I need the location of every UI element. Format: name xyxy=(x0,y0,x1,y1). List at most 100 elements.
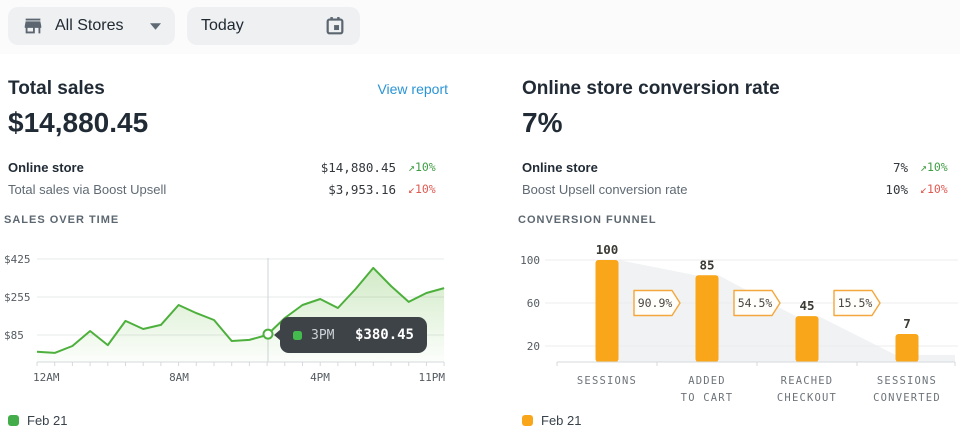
tooltip-value: $380.45 xyxy=(354,327,414,343)
date-filter-button[interactable]: Today xyxy=(187,7,360,45)
y-axis-labels: 100 60 20 xyxy=(520,254,540,353)
metric-row-online-store: Online store $14,880.45 ↗10% xyxy=(4,156,448,178)
hover-point-marker xyxy=(262,328,274,340)
conversion-rate-panel: Online store conversion rate 7% Online s… xyxy=(518,78,960,428)
page-title-total-sales: Total sales xyxy=(8,78,105,99)
svg-text:CHECKOUT: CHECKOUT xyxy=(777,392,837,404)
funnel-bars xyxy=(595,260,919,362)
date-filter-label: Today xyxy=(201,17,244,34)
bar-reached-checkout[interactable] xyxy=(795,316,819,362)
svg-text:11PM: 11PM xyxy=(419,371,446,384)
store-icon xyxy=(22,15,44,37)
metric-row-boost-upsell: Total sales via Boost Upsell $3,953.16 ↙… xyxy=(4,178,448,200)
drop-rate-badge xyxy=(833,289,881,317)
sales-over-time-label: SALES OVER TIME xyxy=(4,214,120,226)
metric-row-online-store: Online store 7% ↗10% xyxy=(518,156,960,178)
tooltip-time: 3PM xyxy=(311,327,335,343)
metric-delta-up: ↗10% xyxy=(908,160,954,174)
total-sales-big-value: $14,880.45 xyxy=(8,107,149,138)
bar-sessions-converted[interactable] xyxy=(895,334,919,362)
conversion-funnel-label: CONVERSION FUNNEL xyxy=(518,214,657,226)
total-sales-panel: Total sales View report $14,880.45 Onlin… xyxy=(4,78,448,428)
y-axis-labels: $425 $255 $85 xyxy=(4,253,31,342)
legend-label: Feb 21 xyxy=(541,413,582,428)
svg-text:4PM: 4PM xyxy=(310,371,330,384)
line-series[interactable] xyxy=(36,266,445,354)
drop-rate-badge xyxy=(633,289,681,317)
bar-value-label: 7 xyxy=(903,316,911,331)
delta-value: 10% xyxy=(414,160,436,174)
bar-sessions[interactable] xyxy=(595,260,619,362)
conversion-big-value: 7% xyxy=(522,107,563,138)
bar-value-label: 100 xyxy=(596,245,619,257)
trend-up-arrow-icon: ↗ xyxy=(920,160,927,174)
svg-text:90.9%: 90.9% xyxy=(638,296,673,310)
category-labels: SESSIONS ADDED TO CART REACHED CHECKOUT … xyxy=(577,375,941,404)
legend-swatch-orange xyxy=(522,415,533,426)
drop-rate-texts: 90.9% 54.5% 15.5% xyxy=(638,296,873,310)
total-sales-header: Total sales View report xyxy=(4,78,448,100)
delta-value: 10% xyxy=(926,182,948,196)
svg-text:$425: $425 xyxy=(4,253,31,266)
bar-value-label: 85 xyxy=(699,257,714,272)
svg-text:$255: $255 xyxy=(4,291,31,304)
svg-text:SESSIONS: SESSIONS xyxy=(877,375,937,387)
svg-text:8AM: 8AM xyxy=(169,371,189,384)
metric-value: $3,953.16 xyxy=(328,181,396,197)
svg-text:100: 100 xyxy=(520,254,540,267)
metric-label: Boost Upsell conversion rate xyxy=(522,181,688,197)
svg-text:SESSIONS: SESSIONS xyxy=(577,375,637,387)
svg-text:54.5%: 54.5% xyxy=(738,296,773,310)
metric-label: Online store xyxy=(522,159,598,175)
conversion-metrics: Online store 7% ↗10% Boost Upsell conver… xyxy=(518,156,960,200)
svg-text:60: 60 xyxy=(527,297,540,310)
metric-delta-down: ↙10% xyxy=(908,182,954,196)
drop-rate-badges xyxy=(633,289,881,317)
trend-down-arrow-icon: ↙ xyxy=(920,182,927,196)
metric-delta-down: ↙10% xyxy=(396,182,442,196)
delta-value: 10% xyxy=(926,160,948,174)
x-axis-ticks xyxy=(556,362,956,366)
chart-tooltip: 3PM $380.45 xyxy=(274,317,427,353)
x-axis-labels: 12AM 8AM 4PM 11PM xyxy=(33,371,445,384)
metric-value: $14,880.45 xyxy=(320,159,396,175)
metric-value: 10% xyxy=(885,181,908,197)
svg-text:REACHED: REACHED xyxy=(781,375,834,387)
sales-line-chart[interactable]: $425 $255 $85 12AM 8AM 4PM 11PM xyxy=(4,245,448,385)
calendar-icon xyxy=(324,15,346,37)
trend-up-arrow-icon: ↗ xyxy=(408,160,415,174)
tooltip-series-swatch xyxy=(293,330,302,340)
legend-swatch-green xyxy=(8,415,19,426)
bar-value-label: 45 xyxy=(799,298,814,313)
svg-text:15.5%: 15.5% xyxy=(838,296,873,310)
store-filter-label: All Stores xyxy=(55,17,124,34)
metric-delta-up: ↗10% xyxy=(396,160,442,174)
svg-text:CONVERTED: CONVERTED xyxy=(873,392,941,404)
metric-value: 7% xyxy=(892,159,908,175)
view-report-link[interactable]: View report xyxy=(377,81,448,97)
legend-label: Feb 21 xyxy=(27,413,68,428)
drop-rate-badge xyxy=(733,289,781,317)
x-axis-ticks xyxy=(36,362,445,366)
svg-text:$85: $85 xyxy=(4,329,24,342)
svg-text:TO CART: TO CART xyxy=(681,392,734,404)
conversion-header: Online store conversion rate xyxy=(518,78,960,100)
svg-text:ADDED: ADDED xyxy=(688,375,726,387)
svg-text:12AM: 12AM xyxy=(33,371,60,384)
chevron-down-icon xyxy=(150,22,161,30)
sales-legend: Feb 21 xyxy=(4,413,448,428)
bar-added-to-cart[interactable] xyxy=(695,275,719,362)
conversion-funnel-chart[interactable]: 100 60 20 100 85 45 7 90.9% 54.5% 15.5% xyxy=(518,245,960,405)
svg-text:20: 20 xyxy=(527,340,540,353)
store-filter-button[interactable]: All Stores xyxy=(8,7,175,45)
trend-down-arrow-icon: ↙ xyxy=(408,182,415,196)
topbar: All Stores Today xyxy=(0,0,960,54)
metric-label: Online store xyxy=(8,159,84,175)
bar-value-labels: 100 85 45 7 xyxy=(596,245,911,331)
delta-value: 10% xyxy=(414,182,436,196)
metric-label: Total sales via Boost Upsell xyxy=(8,181,167,197)
total-sales-metrics: Online store $14,880.45 ↗10% Total sales… xyxy=(4,156,448,200)
funnel-legend: Feb 21 xyxy=(518,413,960,428)
page-title-conversion: Online store conversion rate xyxy=(522,78,780,99)
metric-row-boost-upsell: Boost Upsell conversion rate 10% ↙10% xyxy=(518,178,960,200)
